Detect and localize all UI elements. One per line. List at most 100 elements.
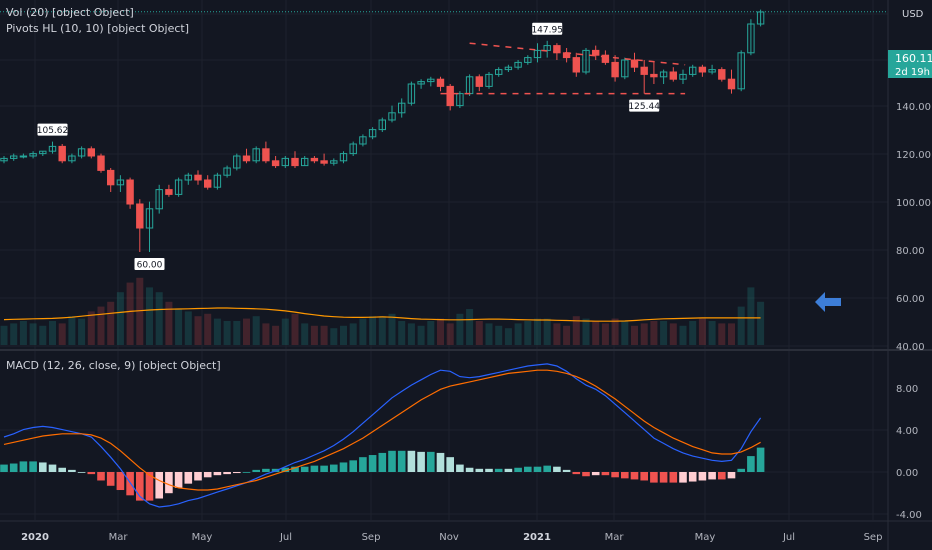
candle-body xyxy=(320,160,328,164)
candle xyxy=(339,151,348,164)
candle-body xyxy=(116,179,125,186)
volume-bar xyxy=(29,323,37,345)
last-price-value: 160.11 xyxy=(895,52,932,65)
volume-bar xyxy=(378,316,386,345)
volume-bar xyxy=(708,321,716,345)
macd-hist-bar xyxy=(504,468,513,472)
volume-bar xyxy=(650,321,658,345)
volume-bar xyxy=(126,282,134,345)
volume-ma xyxy=(3,307,761,322)
macd-hist-bar xyxy=(718,472,726,480)
candle-body xyxy=(659,71,668,78)
macd-tick-label: -4.00 xyxy=(896,510,922,521)
time-tick-label: 2021 xyxy=(523,532,551,543)
candle xyxy=(650,62,658,84)
time-tick-label: 2020 xyxy=(21,532,49,543)
macd-hist-bar xyxy=(601,472,610,476)
macd-hist-bar xyxy=(0,464,8,472)
candle xyxy=(107,168,115,192)
arrow-left-icon xyxy=(815,292,841,312)
candle-body xyxy=(204,179,212,188)
volume-bar xyxy=(320,325,328,345)
candle-body xyxy=(427,78,435,83)
volume-bar xyxy=(10,323,18,345)
legend-vol: Vol (20) [object Object] xyxy=(6,6,134,19)
candle xyxy=(514,60,522,70)
candle-body xyxy=(97,155,105,171)
candle xyxy=(194,170,202,185)
macd-hist-bar xyxy=(213,472,222,476)
macd-hist-bar xyxy=(262,468,270,472)
candle-body xyxy=(242,155,251,162)
volume-bar xyxy=(233,321,241,345)
macd-hist-bar xyxy=(48,464,57,472)
macd-tick-label: 0.00 xyxy=(896,468,918,479)
volume-bar xyxy=(262,323,270,345)
volume-bar xyxy=(107,301,115,345)
candle xyxy=(204,175,212,190)
time-tick-label: Sep xyxy=(864,532,883,543)
volume-bar xyxy=(184,311,192,345)
macd-hist-bar xyxy=(77,472,86,473)
candle xyxy=(184,172,193,185)
macd-hist-bar xyxy=(591,472,600,476)
candle xyxy=(320,153,328,166)
candle xyxy=(543,40,551,58)
candle-body xyxy=(378,119,387,131)
candle xyxy=(737,50,745,92)
macd-hist-bar xyxy=(494,468,503,472)
volume-bar xyxy=(631,325,638,345)
macd-hist-bar xyxy=(562,469,571,472)
candle-body xyxy=(446,85,454,107)
macd-tick-label: 4.00 xyxy=(896,426,918,437)
macd-hist-bar xyxy=(87,472,96,475)
candle-body xyxy=(495,69,503,75)
candle-body xyxy=(301,157,309,167)
candle xyxy=(116,175,125,192)
candle xyxy=(630,52,639,72)
macd-lines xyxy=(3,363,762,508)
candle-body xyxy=(368,129,377,138)
volume-bar xyxy=(689,321,697,345)
volume-bar xyxy=(495,325,503,345)
candle-body xyxy=(281,157,290,167)
candle-body xyxy=(533,49,542,59)
candle-body xyxy=(223,167,231,176)
volume-bar xyxy=(330,328,338,345)
candle-body xyxy=(621,59,629,78)
pivot-label-text: 125.44 xyxy=(628,102,660,112)
candle xyxy=(436,76,445,92)
macd-hist-bar xyxy=(233,472,241,474)
candle-body xyxy=(504,66,513,71)
candle xyxy=(213,172,222,190)
volume-bar xyxy=(698,318,706,345)
candle xyxy=(174,177,183,197)
macd-histogram xyxy=(0,447,765,501)
volume-bar xyxy=(0,325,8,345)
candle xyxy=(592,45,600,60)
volume-bar xyxy=(349,323,357,345)
candle xyxy=(281,156,290,168)
macd-hist-bar xyxy=(621,472,629,479)
macd-hist-bar xyxy=(611,472,619,478)
macd-hist-bar xyxy=(136,472,144,501)
macd-hist-bar xyxy=(514,467,522,472)
macd-hist-bar xyxy=(184,472,193,484)
volume-bar xyxy=(272,325,280,345)
volume-bar xyxy=(669,323,677,345)
candle xyxy=(388,105,396,123)
candle-body xyxy=(417,81,425,85)
volume-bar xyxy=(49,321,56,345)
volume-bar xyxy=(582,318,590,345)
candle xyxy=(301,156,309,167)
last-price-bg xyxy=(888,50,932,78)
candle-body xyxy=(174,179,183,195)
volume-bar xyxy=(514,323,522,345)
candle-body xyxy=(359,136,367,145)
candle-body xyxy=(330,160,338,164)
pivot-label: 147.95 xyxy=(531,22,563,35)
trendline xyxy=(469,42,686,66)
volume-bar xyxy=(504,328,512,345)
candle-body xyxy=(184,174,193,181)
volume-bar xyxy=(611,318,619,345)
